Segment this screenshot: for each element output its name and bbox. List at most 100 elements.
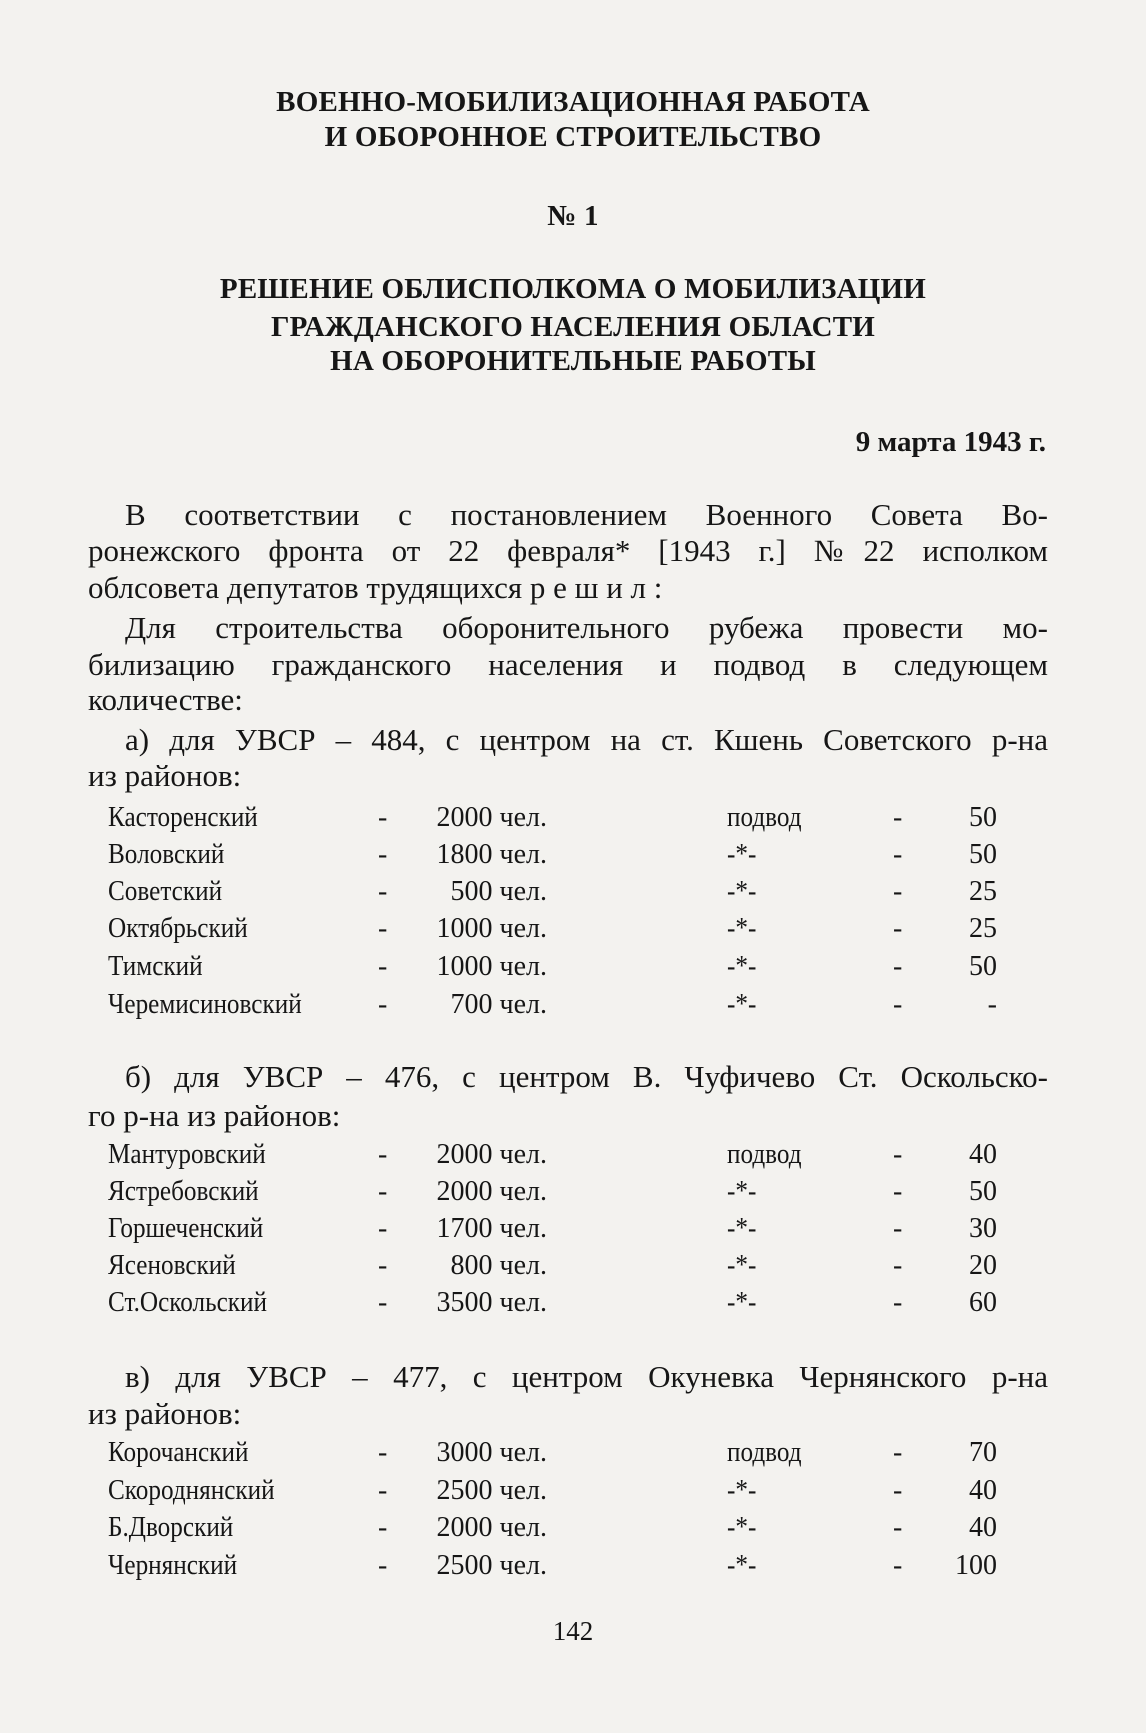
- separator: -: [378, 1437, 388, 1468]
- separator: -: [378, 802, 388, 833]
- people-count: 2000 чел.: [436, 1512, 547, 1543]
- carts-label: подвод: [727, 802, 802, 833]
- people-count: 1700 чел.: [436, 1213, 547, 1244]
- carts-label: подвод: [727, 1437, 802, 1468]
- table-row: Воловский - 1800 чел. -*- - 50: [0, 839, 1146, 873]
- intro-line: В соответствии с постановлением Военного…: [125, 497, 1048, 532]
- people-count: 1800 чел.: [436, 839, 547, 870]
- separator: -: [893, 1213, 903, 1244]
- section-heading-line: из районов:: [88, 1396, 242, 1431]
- carts-label: -*-: [727, 876, 757, 907]
- document-date: 9 марта 1943 г.: [855, 426, 1046, 458]
- district-name: Чернянский: [108, 1550, 238, 1581]
- section-heading-line: го р-на из районов:: [88, 1098, 341, 1133]
- carts-count: 60: [969, 1287, 997, 1318]
- carts-count: 25: [969, 913, 997, 944]
- table-row: Чернянский - 2500 чел. -*- - 100: [0, 1550, 1146, 1584]
- separator: -: [378, 839, 388, 870]
- people-count: 500 чел.: [450, 876, 547, 907]
- table-row: Касторенский - 2000 чел. подвод - 50: [0, 802, 1146, 836]
- separator: -: [378, 1176, 388, 1207]
- separator: -: [378, 913, 388, 944]
- carts-count: 20: [969, 1250, 997, 1281]
- people-count: 3500 чел.: [436, 1287, 547, 1318]
- document-number: № 1: [547, 200, 599, 232]
- separator: -: [893, 1437, 903, 1468]
- separator: -: [893, 951, 903, 982]
- district-name: Тимский: [108, 951, 203, 982]
- people-count: 2000 чел.: [436, 1139, 547, 1170]
- separator: -: [378, 1250, 388, 1281]
- carts-count: 40: [969, 1512, 997, 1543]
- table-row: Ст.Оскольский - 3500 чел. -*- - 60: [0, 1287, 1146, 1321]
- table-row: Горшеченский - 1700 чел. -*- - 30: [0, 1213, 1146, 1247]
- table-row: Корочанский - 3000 чел. подвод - 70: [0, 1437, 1146, 1471]
- district-name: Мантуровский: [108, 1139, 266, 1170]
- separator: -: [378, 989, 388, 1020]
- separator: -: [893, 1475, 903, 1506]
- separator: -: [378, 1512, 388, 1543]
- table-row: Мантуровский - 2000 чел. подвод - 40: [0, 1139, 1146, 1173]
- carts-label: подвод: [727, 1139, 802, 1170]
- district-name: Ястребовский: [108, 1176, 259, 1207]
- district-name: Октябрьский: [108, 913, 248, 944]
- people-count: 2500 чел.: [436, 1475, 547, 1506]
- carts-label: -*-: [727, 989, 757, 1020]
- intro-line: ронежского фронта от 22 февраля* [1943 г…: [88, 533, 1048, 568]
- table-row: Октябрьский - 1000 чел. -*- - 25: [0, 913, 1146, 947]
- separator: -: [893, 1512, 903, 1543]
- carts-count: 50: [969, 802, 997, 833]
- people-count: 1000 чел.: [436, 913, 547, 944]
- separator: -: [893, 913, 903, 944]
- separator: -: [893, 802, 903, 833]
- separator: -: [378, 1139, 388, 1170]
- page-number: 142: [552, 1616, 594, 1646]
- carts-count: 30: [969, 1213, 997, 1244]
- carts-count: 50: [969, 1176, 997, 1207]
- people-count: 800 чел.: [450, 1250, 547, 1281]
- carts-label: -*-: [727, 1176, 757, 1207]
- district-name: Ст.Оскольский: [108, 1287, 267, 1318]
- section-heading-line: б) для УВСР – 476, с центром В. Чуфичево…: [125, 1059, 1048, 1094]
- separator: -: [893, 1250, 903, 1281]
- district-name: Скороднянский: [108, 1475, 275, 1506]
- district-name: Касторенский: [108, 802, 258, 833]
- district-name: Корочанский: [108, 1437, 249, 1468]
- document-title-line-3: НА ОБОРОНИТЕЛЬНЫЕ РАБОТЫ: [330, 345, 816, 377]
- separator: -: [893, 1287, 903, 1318]
- intro-line: облсовета депутатов трудящихся р е ш и л…: [88, 570, 663, 605]
- intro-line: билизацию гражданского населения и подво…: [88, 647, 1048, 682]
- carts-label: -*-: [727, 1550, 757, 1581]
- carts-count: 70: [969, 1437, 997, 1468]
- separator: -: [378, 876, 388, 907]
- carts-count: 25: [969, 876, 997, 907]
- district-name: Горшеченский: [108, 1213, 264, 1244]
- table-row: Черемисиновский - 700 чел. -*- - -: [0, 989, 1146, 1023]
- separator: -: [893, 876, 903, 907]
- intro-line: количестве:: [88, 682, 243, 717]
- separator: -: [893, 1176, 903, 1207]
- people-count: 2000 чел.: [436, 802, 547, 833]
- section-heading-line: из районов:: [88, 758, 242, 793]
- table-row: Б.Дворский - 2000 чел. -*- - 40: [0, 1512, 1146, 1546]
- carts-label: -*-: [727, 1250, 757, 1281]
- people-count: 1000 чел.: [436, 951, 547, 982]
- separator: -: [893, 839, 903, 870]
- table-row: Ясеновский - 800 чел. -*- - 20: [0, 1250, 1146, 1284]
- carts-count: 40: [969, 1475, 997, 1506]
- section-heading-line: а) для УВСР – 484, с центром на ст. Кшен…: [125, 722, 1048, 757]
- separator: -: [378, 1287, 388, 1318]
- carts-count: -: [987, 989, 997, 1020]
- district-name: Ясеновский: [108, 1250, 236, 1281]
- people-count: 700 чел.: [450, 989, 547, 1020]
- district-name: Воловский: [108, 839, 225, 870]
- people-count: 3000 чел.: [436, 1437, 547, 1468]
- table-row: Скороднянский - 2500 чел. -*- - 40: [0, 1475, 1146, 1509]
- carts-label: -*-: [727, 839, 757, 870]
- separator: -: [893, 1550, 903, 1581]
- carts-count: 50: [969, 951, 997, 982]
- people-count: 2500 чел.: [436, 1550, 547, 1581]
- carts-count: 40: [969, 1139, 997, 1170]
- document-title-line-1: РЕШЕНИЕ ОБЛИСПОЛКОМА О МОБИЛИЗАЦИИ: [219, 273, 927, 305]
- section-heading-line: в) для УВСР – 477, с центром Окуневка Че…: [125, 1359, 1048, 1394]
